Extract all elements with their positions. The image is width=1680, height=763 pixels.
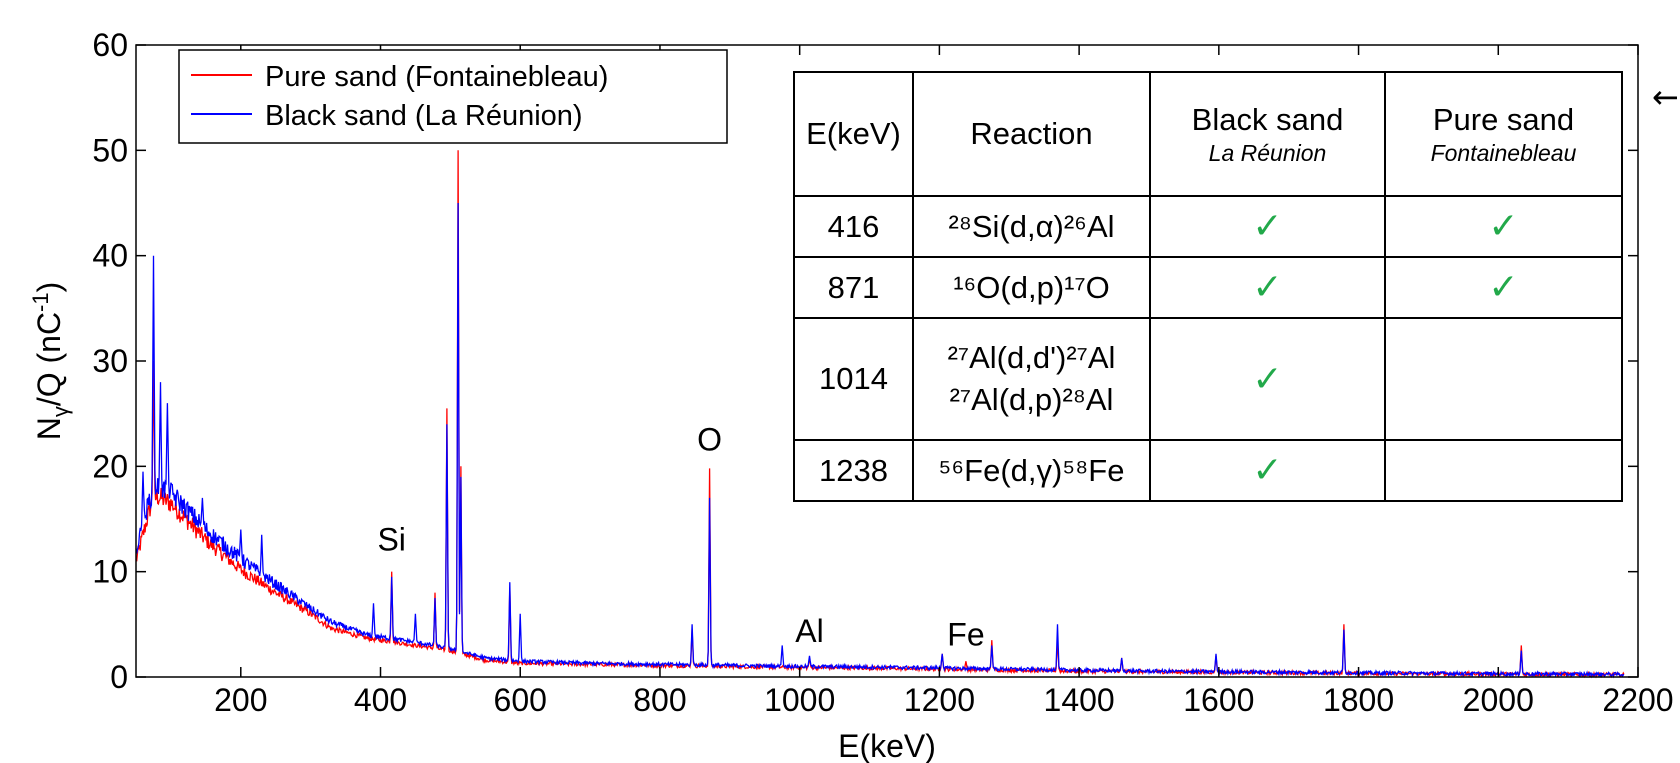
cell-reaction: ⁵⁶Fe(d,γ)⁵⁸Fe (912, 439, 1151, 502)
peak-annotation: Fe (947, 616, 984, 652)
table-row: 871 ¹⁶O(d,p)¹⁷O ✓ ✓ (793, 256, 1623, 319)
legend: Pure sand (Fontainebleau) Black sand (La… (178, 49, 728, 144)
cell-pure-check: ✓ (1384, 195, 1623, 258)
table-row: 416 ²⁸Si(d,α)²⁶Al ✓ ✓ (793, 195, 1623, 258)
y-tick-label: 20 (92, 448, 128, 484)
y-axis-title: Nγ/Q (nC-1) (28, 282, 73, 441)
x-tick-label: 1400 (1044, 682, 1115, 718)
header-pure-sand-sub: Fontainebleau (1430, 139, 1577, 166)
cell-black-check: ✓ (1149, 439, 1386, 502)
svg-text:Nγ/Q (nC-1): Nγ/Q (nC-1) (28, 282, 73, 441)
cell-black-check: ✓ (1149, 256, 1386, 319)
y-tick-label: 40 (92, 238, 128, 274)
check-icon: ✓ (1252, 206, 1283, 247)
x-tick-label: 1600 (1183, 682, 1254, 718)
cell-pure-check (1384, 439, 1623, 502)
header-pure-sand: Pure sand Fontainebleau (1384, 71, 1623, 197)
header-energy: E(keV) (793, 71, 914, 197)
x-tick-label: 600 (494, 682, 547, 718)
cell-energy: 871 (793, 256, 914, 319)
check-icon: ✓ (1252, 267, 1283, 308)
cell-pure-check: ✓ (1384, 256, 1623, 319)
x-tick-label: 800 (633, 682, 686, 718)
x-tick-label: 2200 (1602, 682, 1673, 718)
left-arrow-icon: ← (1652, 78, 1679, 116)
cell-black-check: ✓ (1149, 195, 1386, 258)
x-tick-label: 200 (214, 682, 267, 718)
y-tick-label: 50 (92, 132, 128, 168)
header-black-sand: Black sand La Réunion (1149, 71, 1386, 197)
cell-energy: 1014 (793, 317, 914, 441)
check-icon: ✓ (1488, 267, 1519, 308)
cell-reaction: ²⁸Si(d,α)²⁶Al (912, 195, 1151, 258)
peak-annotation: Si (377, 522, 405, 558)
y-tick-label: 0 (110, 659, 128, 695)
x-axis-title: E(keV) (838, 728, 936, 763)
cell-energy: 1238 (793, 439, 914, 502)
header-black-sand-sub: La Réunion (1208, 139, 1327, 166)
legend-label-pure: Pure sand (Fontainebleau) (265, 61, 608, 93)
cell-reaction: ¹⁶O(d,p)¹⁷O (912, 256, 1151, 319)
check-icon: ✓ (1252, 358, 1283, 400)
check-icon: ✓ (1488, 206, 1519, 247)
x-tick-label: 1800 (1323, 682, 1394, 718)
x-tick-label: 400 (354, 682, 407, 718)
check-icon: ✓ (1252, 450, 1283, 491)
table-header-row: E(keV) Reaction Black sand La Réunion Pur… (793, 71, 1623, 197)
x-tick-label: 2000 (1463, 682, 1534, 718)
table-row: 1014 ²⁷Al(d,d')²⁷Al ²⁷Al(d,p)²⁸Al ✓ (793, 317, 1623, 441)
cell-energy: 416 (793, 195, 914, 258)
cell-pure-check (1384, 317, 1623, 441)
header-reaction: Reaction (912, 71, 1151, 197)
peak-annotation: Al (795, 613, 823, 649)
y-tick-label: 10 (92, 554, 128, 590)
x-tick-label: 1000 (764, 682, 835, 718)
y-tick-label: 30 (92, 343, 128, 379)
y-tick-label: 60 (92, 27, 128, 63)
peak-annotation: O (697, 422, 722, 458)
legend-label-black: Black sand (La Réunion) (265, 100, 583, 132)
series-black-sand-line (135, 202, 1625, 679)
cell-reaction: ²⁷Al(d,d')²⁷Al ²⁷Al(d,p)²⁸Al (912, 317, 1151, 441)
x-tick-label: 1200 (904, 682, 975, 718)
reaction-table: E(keV) Reaction Black sand La Réunion Pur… (793, 71, 1623, 502)
table-row: 1238 ⁵⁶Fe(d,γ)⁵⁸Fe ✓ (793, 439, 1623, 502)
cell-black-check: ✓ (1149, 317, 1386, 441)
